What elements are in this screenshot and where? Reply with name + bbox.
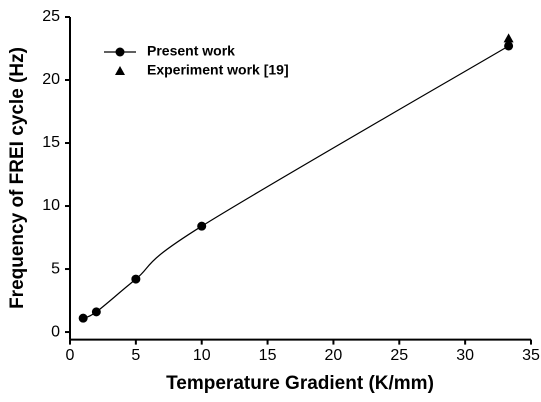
x-tick-label: 5: [131, 347, 140, 364]
y-tick-label: 20: [42, 71, 60, 88]
x-tick-label: 15: [259, 347, 277, 364]
y-tick-label: 25: [42, 8, 60, 25]
x-tick-label: 20: [325, 347, 343, 364]
marker: [503, 33, 514, 43]
y-tick-label: 15: [42, 134, 60, 151]
y-axis-title: Frequency of FREI cycle (Hz): [7, 47, 28, 309]
marker: [504, 41, 514, 51]
x-tick-label: 0: [66, 347, 75, 364]
legend-label: Present work: [147, 43, 235, 59]
series-line: [82, 45, 509, 319]
legend-label: Experiment work [19]: [147, 62, 289, 78]
y-tick-label: 0: [51, 323, 60, 340]
y-tick-label: 5: [51, 260, 60, 277]
x-tick-label: 35: [522, 347, 540, 364]
marker: [131, 274, 141, 284]
legend-marker: [115, 66, 125, 75]
x-tick-label: 30: [456, 347, 474, 364]
x-tick-label: 25: [390, 347, 408, 364]
marker: [78, 313, 88, 323]
marker: [91, 307, 101, 317]
y-tick-label: 10: [42, 197, 60, 214]
marker: [197, 221, 207, 231]
x-tick-label: 10: [193, 347, 211, 364]
x-axis-title: Temperature Gradient (K/mm): [166, 373, 434, 394]
legend-marker: [115, 47, 125, 57]
